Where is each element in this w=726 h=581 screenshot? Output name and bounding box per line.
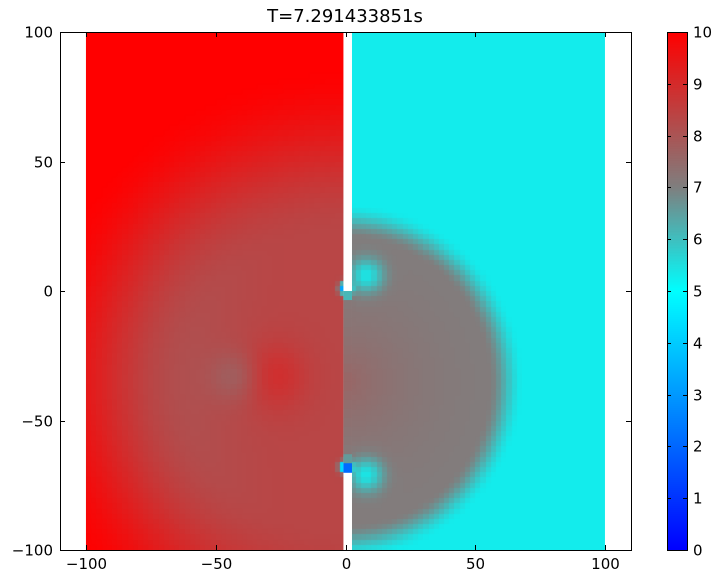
plot-area: −100 −50 0 50 100 −100 −50 0 50 100 bbox=[12, 24, 632, 573]
x-tick-label: 50 bbox=[466, 555, 485, 573]
colorbar-tick-label: 6 bbox=[693, 231, 703, 249]
x-axis: −100 −50 0 50 100 bbox=[66, 32, 620, 573]
wall-opening-cell bbox=[343, 309, 352, 319]
chart-title: T=7.291433851s bbox=[266, 6, 423, 27]
wall-opening-cell bbox=[343, 454, 352, 464]
y-tick-label: 50 bbox=[34, 154, 53, 172]
colorbar-tick-label: 0 bbox=[693, 542, 703, 560]
colorbar-tick-label: 7 bbox=[693, 179, 703, 197]
colorbar-tick-label: 5 bbox=[693, 283, 703, 301]
wall-opening-cell bbox=[343, 372, 352, 383]
colorbar-tick-label: 10 bbox=[693, 24, 712, 42]
colorbar-tick-label: 1 bbox=[693, 490, 703, 508]
wall-opening-cell bbox=[343, 445, 352, 455]
wall-opening-cell bbox=[343, 408, 352, 419]
wall-opening-cell bbox=[343, 354, 352, 365]
wall-opening-cell bbox=[343, 381, 352, 392]
colorbar-ticks: 0 1 2 3 4 5 6 7 8 9 10 bbox=[667, 24, 712, 560]
wall-opening-cell bbox=[343, 345, 352, 355]
wall-opening-cell bbox=[343, 436, 352, 446]
x-tick-label: −50 bbox=[201, 555, 233, 573]
colorbar-tick-label: 3 bbox=[693, 387, 703, 405]
colorbar-tick-label: 4 bbox=[693, 335, 703, 353]
x-tick-label: −100 bbox=[66, 555, 107, 573]
wall-opening-cell bbox=[343, 327, 352, 337]
y-tick-label: −100 bbox=[12, 542, 53, 560]
wall-opening-cell bbox=[343, 291, 352, 301]
wall-opening-cell bbox=[343, 426, 352, 437]
y-tick-label: −50 bbox=[21, 413, 53, 431]
x-tick-label: 100 bbox=[591, 555, 620, 573]
wall-opening-cell bbox=[343, 318, 352, 328]
colorbar-tick-label: 8 bbox=[693, 128, 703, 146]
y-axis: −100 −50 0 50 100 bbox=[12, 24, 631, 560]
wall-opening-cell bbox=[343, 390, 352, 401]
wall-opening-cell bbox=[343, 463, 352, 473]
colorbar-tick-label: 2 bbox=[693, 438, 703, 456]
colorbar: 0 1 2 3 4 5 6 7 8 9 10 bbox=[667, 24, 712, 560]
wall-opening-cell bbox=[343, 336, 352, 346]
wall-opening-cell bbox=[343, 417, 352, 428]
y-tick-label: 100 bbox=[24, 24, 53, 42]
y-tick-label: 0 bbox=[43, 283, 53, 301]
colorbar-gradient bbox=[667, 32, 687, 550]
wall-opening-cell bbox=[343, 363, 352, 374]
colorbar-tick-label: 9 bbox=[693, 76, 703, 94]
wall-openings bbox=[343, 291, 352, 473]
x-tick-label: 0 bbox=[342, 555, 352, 573]
wall-opening-cell bbox=[343, 399, 352, 410]
wall-opening-cell bbox=[343, 300, 352, 310]
